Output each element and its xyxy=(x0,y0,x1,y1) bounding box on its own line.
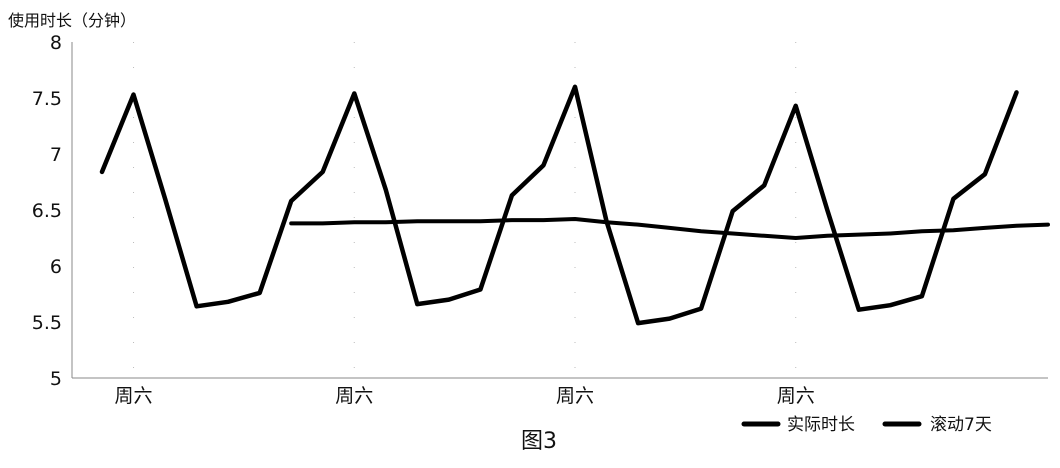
series-line-actual xyxy=(99,84,1019,326)
series-line-rolling xyxy=(289,217,1050,240)
x-tick-label: 周六 xyxy=(335,385,373,407)
x-tick-label: 周六 xyxy=(115,385,153,407)
y-tick-label: 6 xyxy=(50,256,62,278)
axes xyxy=(71,42,1048,379)
legend: 实际时长 滚动7天 xyxy=(741,415,992,435)
y-tick-label: 6.5 xyxy=(32,200,62,222)
y-tick-labels: 5 5.5 6 6.5 7 7.5 8 xyxy=(32,32,62,390)
grid xyxy=(133,42,797,378)
y-tick-label: 5.5 xyxy=(32,312,62,334)
y-tick-label: 7 xyxy=(50,144,62,166)
figure-caption: 图3 xyxy=(521,429,557,454)
legend-label-actual: 实际时长 xyxy=(787,415,855,435)
series xyxy=(99,84,1050,326)
x-tick-label: 周六 xyxy=(556,385,594,407)
y-tick-label: 7.5 xyxy=(32,88,62,110)
y-tick-label: 5 xyxy=(50,368,62,390)
y-tick-label: 8 xyxy=(50,32,62,54)
x-tick-labels: 周六 周六 周六 周六 xyxy=(115,385,815,407)
x-tick-label: 周六 xyxy=(777,385,815,407)
y-axis-label: 使用时长（分钟） xyxy=(8,11,136,30)
legend-label-rolling: 滚动7天 xyxy=(930,415,992,435)
